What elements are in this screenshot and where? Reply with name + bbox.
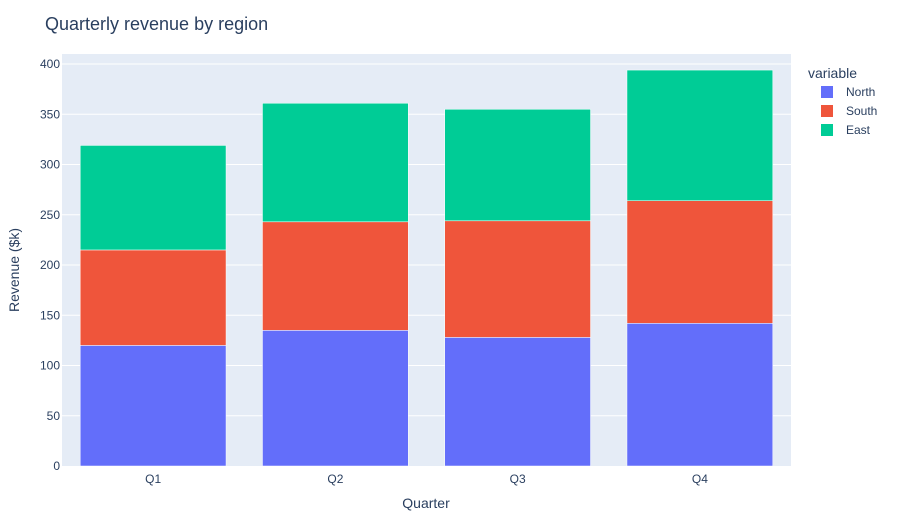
bar-north-q4 (626, 323, 774, 467)
chart-title: Quarterly revenue by region (45, 14, 268, 34)
legend-swatch-east (821, 124, 833, 136)
bars (79, 69, 774, 467)
y-tick-label: 250 (40, 208, 60, 222)
x-tick-label: Q3 (510, 472, 526, 486)
legend-label-east: East (846, 123, 871, 137)
bar-north-q2 (262, 330, 409, 467)
legend-label-south: South (846, 104, 877, 118)
bar-east-q2 (262, 102, 409, 223)
legend-title: variable (808, 65, 857, 81)
y-tick-label: 0 (53, 459, 60, 473)
y-tick-label: 350 (40, 107, 60, 121)
x-tick-label: Q2 (327, 472, 343, 486)
y-tick-label: 400 (40, 57, 60, 71)
bar-south-q4 (626, 200, 774, 324)
bar-north-q1 (79, 345, 227, 467)
y-tick-label: 300 (40, 158, 60, 172)
bar-north-q3 (444, 337, 591, 467)
legend: variable North South East (808, 65, 877, 137)
bar-east-q4 (626, 69, 774, 201)
bar-south-q1 (79, 249, 227, 346)
y-tick-label: 50 (47, 409, 61, 423)
y-tick-label: 200 (40, 258, 60, 272)
y-axis-title: Revenue ($k) (6, 228, 22, 312)
legend-swatch-south (821, 105, 833, 117)
x-tick-label: Q4 (692, 472, 708, 486)
y-tick-label: 100 (40, 359, 60, 373)
x-tick-label: Q1 (145, 472, 161, 486)
y-tick-label: 150 (40, 308, 60, 322)
bar-east-q1 (79, 145, 227, 251)
bar-south-q2 (262, 221, 409, 331)
legend-label-north: North (846, 85, 875, 99)
x-axis-ticks: Q1 Q2 Q3 Q4 (145, 472, 708, 486)
y-axis-ticks: 0 50 100 150 200 250 300 350 400 (40, 57, 60, 473)
x-axis-title: Quarter (402, 495, 450, 511)
bar-east-q3 (444, 109, 591, 222)
legend-swatch-north (821, 86, 833, 98)
bar-south-q3 (444, 220, 591, 338)
